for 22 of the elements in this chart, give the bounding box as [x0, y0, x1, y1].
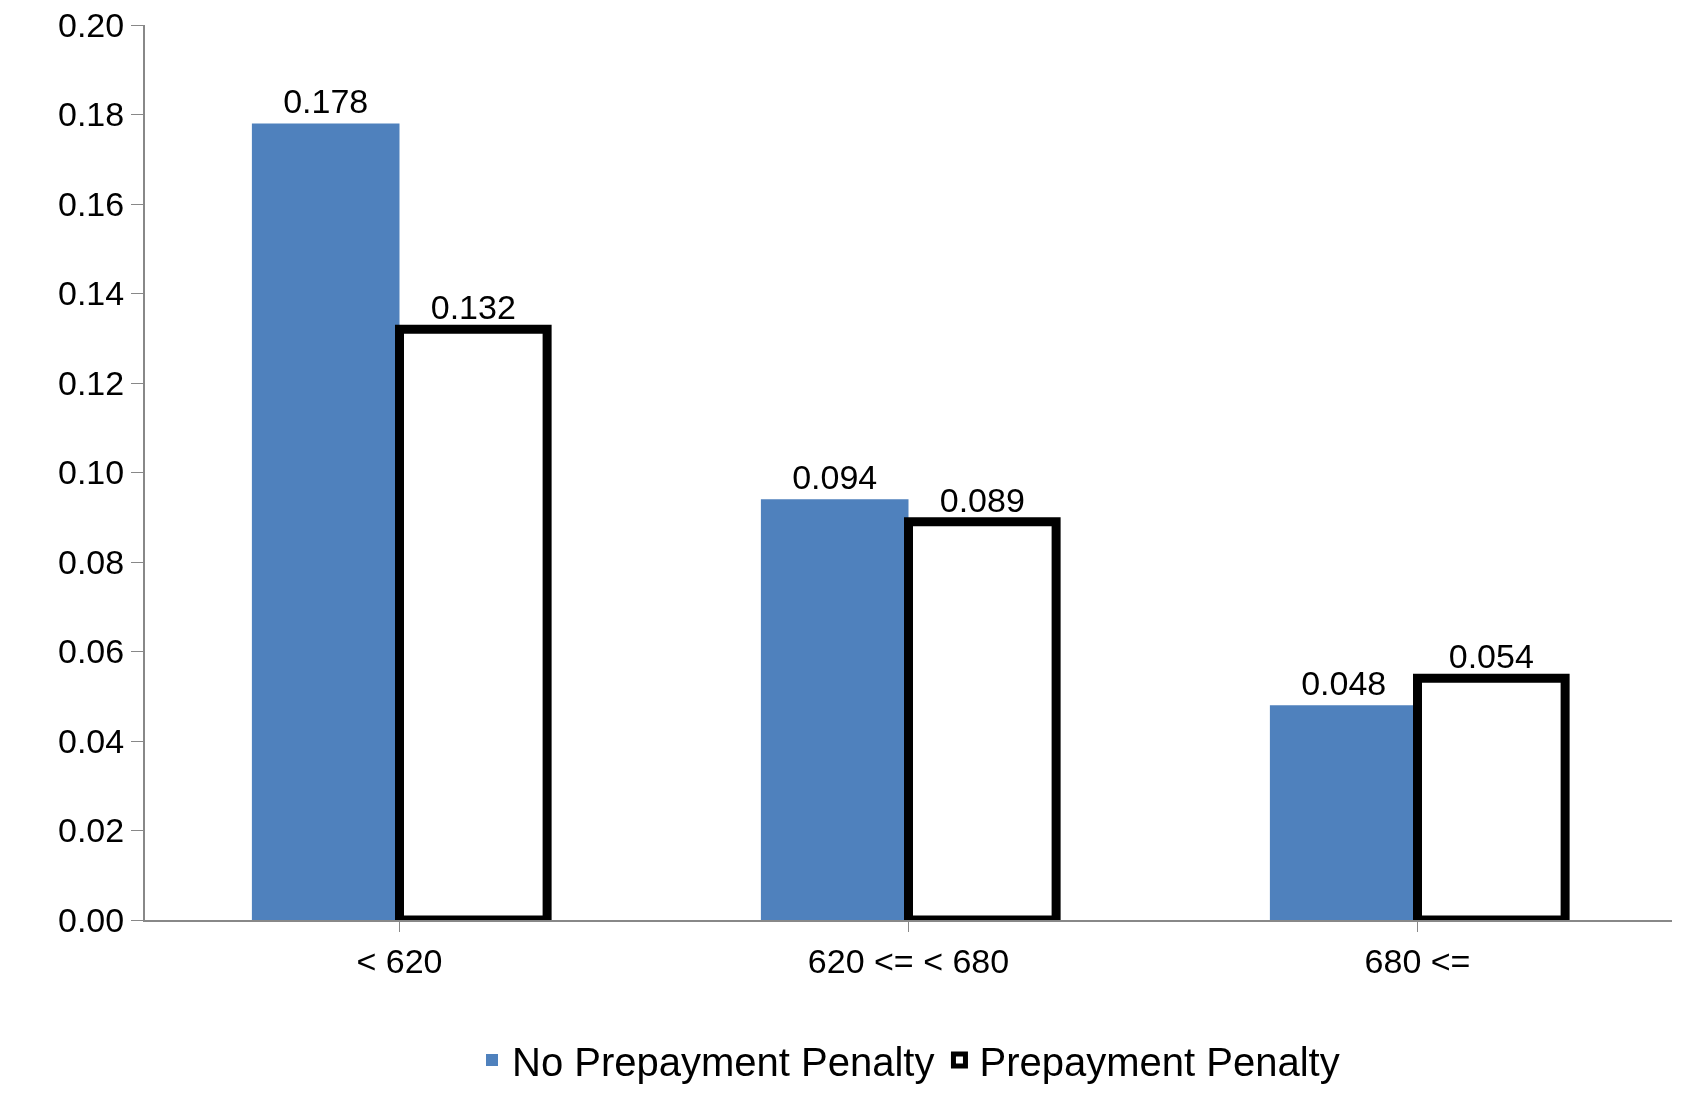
- data-label: 0.178: [283, 82, 369, 121]
- data-label: 0.132: [430, 288, 516, 327]
- data-label: 0.048: [1301, 664, 1387, 703]
- data-label: 0.094: [792, 458, 878, 497]
- x-tick-label: 680 <=: [1364, 941, 1471, 980]
- x-tick-label: 620 <= < 680: [807, 941, 1010, 980]
- x-tick-label: < 620: [356, 941, 443, 980]
- legend-label: No Prepayment Penalty: [512, 1039, 935, 1084]
- y-tick-label: 0.00: [58, 900, 125, 939]
- y-tick-label: 0.20: [58, 5, 125, 44]
- y-tick-label: 0.14: [58, 274, 125, 313]
- y-tick-label: 0.08: [58, 542, 125, 581]
- data-label: 0.089: [939, 480, 1025, 519]
- y-tick-label: 0.18: [58, 95, 125, 134]
- y-tick-label: 0.06: [58, 632, 125, 671]
- y-tick-label: 0.16: [58, 184, 125, 223]
- y-tick-label: 0.04: [58, 721, 125, 760]
- legend-label: Prepayment Penalty: [979, 1039, 1340, 1084]
- y-tick-label: 0.10: [58, 453, 125, 492]
- data-label: 0.054: [1448, 637, 1534, 676]
- y-tick-label: 0.02: [58, 811, 125, 850]
- y-tick-label: 0.12: [58, 363, 125, 402]
